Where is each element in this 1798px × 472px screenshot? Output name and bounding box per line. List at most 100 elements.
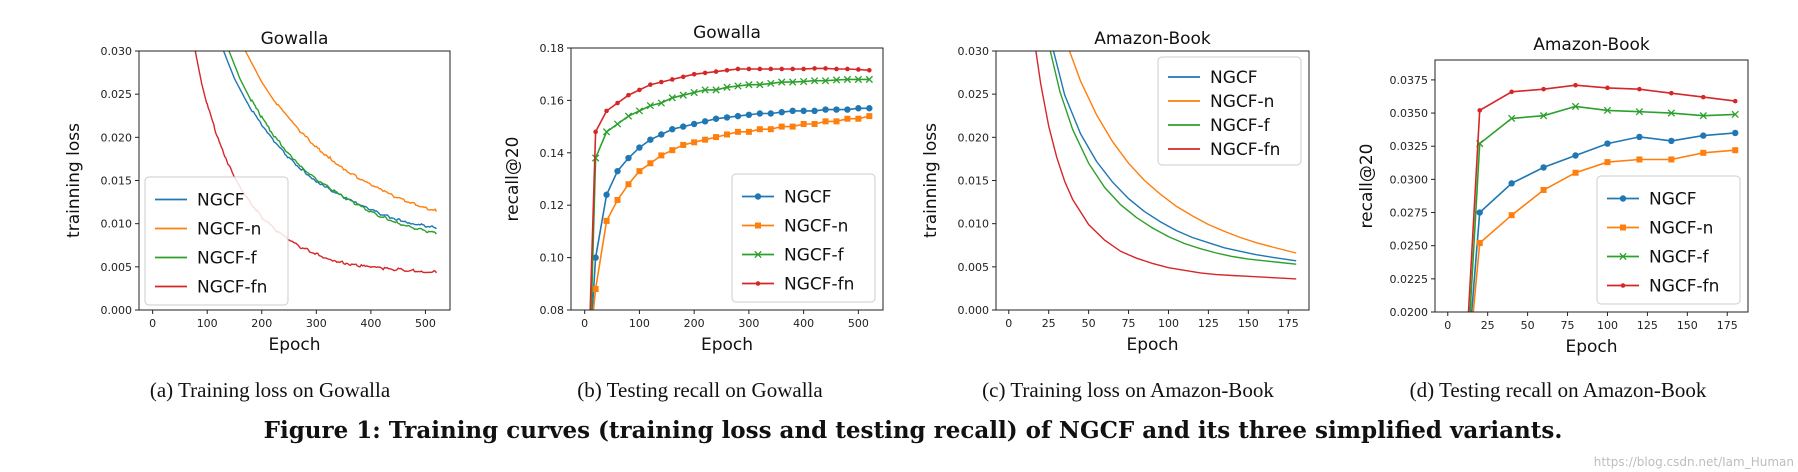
data-point-NGCF	[1508, 180, 1515, 187]
data-point-NGCF-fn	[790, 66, 795, 72]
x-tick-label: 0	[1005, 317, 1012, 330]
legend-label: NGCF-n	[1210, 92, 1274, 112]
y-tick-label: 0.025	[958, 88, 990, 101]
data-point-NGCF	[1540, 164, 1547, 171]
data-point-NGCF-f	[821, 77, 830, 85]
series-line-NGCF-f	[1049, 51, 1297, 265]
data-point-NGCF-fn	[1541, 86, 1546, 92]
legend: NGCF NGCF-n NGCF-f NGCF-fn	[144, 176, 289, 306]
panels: 0 100 200 300 400 5000.0000.0050.0100.0150.02…	[64, 23, 1749, 402]
data-point-NGCF-n	[625, 181, 632, 188]
data-point-NGCF	[1732, 129, 1739, 137]
legend-marker-NGCF	[1619, 195, 1627, 202]
data-point-NGCF-f	[624, 112, 633, 120]
y-tick-label: 0.10	[540, 252, 565, 265]
series-line-NGCF-f	[228, 51, 437, 235]
data-point-NGCF	[680, 123, 687, 130]
data-point-NGCF-fn	[1732, 98, 1738, 104]
data-point-NGCF-n	[603, 217, 610, 224]
series-group	[1467, 82, 1739, 312]
y-tick-label: 0.0250	[1390, 240, 1429, 253]
data-point-NGCF	[1700, 132, 1707, 139]
chart-panel-3: 0 25 50 75 100 125 150 175 0.000 0.005 0.010 0.015 0…	[921, 29, 1310, 402]
x-tick-label: 175	[1278, 317, 1299, 330]
data-point-NGCF-f	[745, 81, 753, 89]
y-tick-label: 0.16	[540, 94, 565, 107]
x-axis-label: Epoch	[701, 335, 753, 355]
data-point-NGCF	[603, 191, 610, 198]
chart-panel-4: 0 25 50 75 100 125 150 175 0.0200 0.0225 0.0250 0.0…	[1357, 35, 1749, 402]
y-tick-label: 0.0325	[1390, 140, 1429, 153]
data-point-NGCF-f	[635, 107, 644, 115]
data-point-NGCF-n	[647, 160, 654, 167]
data-point-NGCF-n	[734, 128, 741, 135]
data-point-NGCF-f	[865, 75, 873, 84]
chart-title: Gowalla	[261, 29, 329, 49]
x-axis-label: Epoch	[1126, 335, 1178, 355]
data-point-NGCF	[822, 106, 829, 113]
data-point-NGCF	[1668, 137, 1675, 145]
x-axis-label: Epoch	[268, 335, 320, 355]
data-point-NGCF	[855, 105, 862, 112]
data-point-NGCF-f	[723, 83, 731, 91]
data-point-NGCF-n	[1476, 240, 1483, 247]
data-point-NGCF-n	[778, 123, 785, 130]
data-point-NGCF-n	[636, 168, 643, 175]
data-point-NGCF	[614, 167, 621, 175]
data-point-NGCF-fn	[735, 66, 741, 72]
legend-label: NGCF-f	[1210, 116, 1271, 136]
data-point-NGCF	[844, 106, 851, 113]
y-tick-label: 0.0375	[1390, 74, 1429, 87]
data-point-NGCF-n	[724, 131, 730, 138]
x-tick-label: 400	[360, 317, 381, 330]
data-point-NGCF	[690, 120, 698, 128]
data-point-NGCF-n	[1668, 156, 1675, 163]
data-point-NGCF	[833, 106, 840, 113]
data-point-NGCF-n	[1636, 156, 1643, 163]
data-point-NGCF-f	[1539, 112, 1548, 120]
y-tick-label: 0.0300	[1390, 173, 1429, 186]
data-point-NGCF-n	[811, 120, 818, 127]
series-line-NGCF	[1052, 51, 1297, 262]
y-tick-label: 0.18	[540, 42, 565, 55]
data-point-NGCF-n	[1732, 147, 1739, 154]
series-line-NGCF-fn	[1035, 51, 1297, 280]
y-tick-label: 0.030	[958, 45, 990, 58]
data-point-NGCF-n	[680, 141, 687, 148]
legend-label: NGCF-f	[784, 246, 845, 266]
data-point-NGCF-n	[800, 120, 807, 127]
y-tick-label: 0.0275	[1390, 207, 1429, 220]
x-tick-label: 100	[197, 317, 218, 330]
data-point-NGCF-fn	[593, 129, 598, 135]
x-tick-label: 175	[1717, 319, 1738, 332]
data-point-NGCF-n	[1508, 212, 1515, 219]
plot-frame	[570, 47, 884, 311]
series-line-NGCF	[1470, 132, 1736, 312]
x-tick-label: 25	[1042, 317, 1056, 330]
y-tick-label: 0.030	[101, 45, 133, 58]
data-point-NGCF-fn	[615, 100, 620, 106]
x-tick-label: 0	[581, 317, 588, 330]
y-tick-label: 0.12	[540, 199, 565, 212]
x-tick-label: 100	[629, 317, 650, 330]
data-point-NGCF	[647, 136, 654, 143]
data-point-NGCF-n	[658, 152, 665, 159]
legend-label: NGCF-n	[1649, 219, 1713, 239]
data-point-NGCF-fn	[713, 69, 719, 74]
data-point-NGCF-f	[843, 75, 852, 84]
data-point-NGCF-fn	[757, 66, 763, 72]
data-point-NGCF-f	[668, 94, 676, 102]
data-point-NGCF	[723, 114, 731, 121]
data-point-NGCF-f	[1731, 110, 1739, 119]
data-point-NGCF	[592, 254, 599, 261]
x-tick-label: 500	[848, 317, 869, 330]
legend-label: NGCF-fn	[1210, 140, 1280, 160]
x-tick-label: 0	[149, 317, 156, 330]
data-point-NGCF-n	[745, 128, 752, 135]
legend-marker-NGCF-fn	[1620, 283, 1626, 288]
legend-label: NGCF-fn	[784, 275, 854, 295]
legend-label: NGCF	[197, 191, 245, 211]
data-point-NGCF-fn	[1669, 90, 1674, 96]
data-point-NGCF	[756, 110, 764, 117]
